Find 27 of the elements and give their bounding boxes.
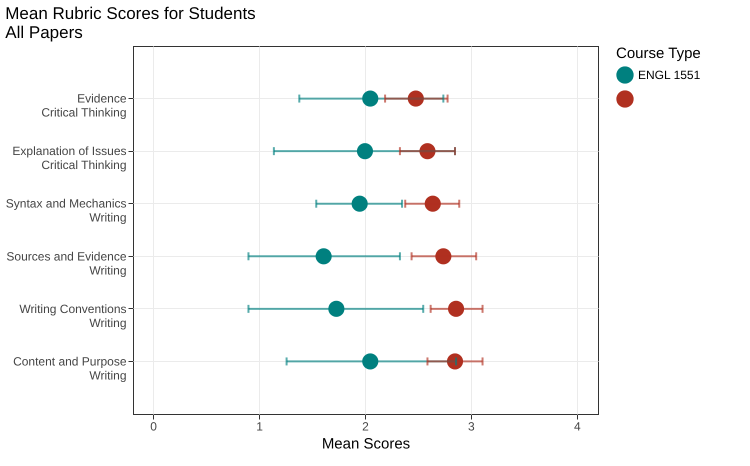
point [362,353,378,370]
x-tick-label: 3 [468,420,476,434]
point [435,248,452,264]
point [356,143,374,160]
point [316,248,332,264]
y-tick-label: Explanation of Issues Critical Thinking [12,144,126,172]
y-tick-label: Content and Purpose Writing [13,354,127,382]
y-tick-label: Writing Conventions Writing [19,302,126,330]
legend-label: ENGL 1551 [638,68,701,82]
x-tick-label: 2 [362,420,370,434]
legend-title: Course Type [616,45,701,62]
y-tick-label: Syntax and Mechanics Writing [6,196,126,225]
y-tick-label: Sources and Evidence Writing [6,249,127,278]
point [424,196,441,212]
point [328,300,344,317]
point [362,90,378,107]
x-tick-label: 4 [574,420,581,434]
point [408,90,424,107]
point [448,300,464,317]
x-axis-title: Mean Scores [322,436,410,452]
y-tick-label: Evidence Critical Thinking [41,92,127,120]
chart-title: Mean Rubric Scores for Students All Papers [5,4,256,42]
x-tick-label: 1 [256,420,264,434]
x-tick-label: 0 [150,420,158,434]
point [446,353,464,370]
point [419,143,436,160]
point [352,196,368,212]
